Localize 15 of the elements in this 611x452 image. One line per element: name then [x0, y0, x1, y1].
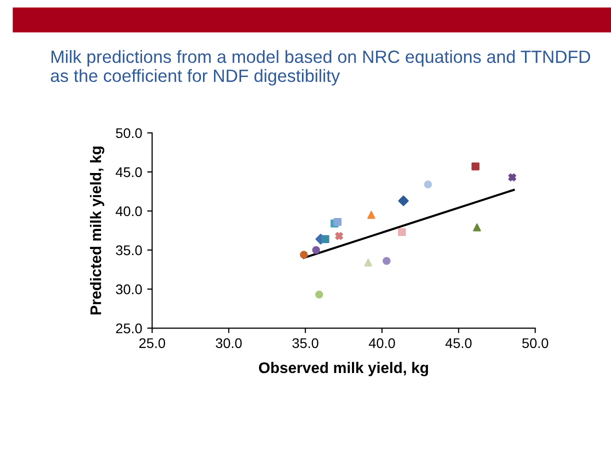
- x-axis-title: Observed milk yield, kg: [258, 362, 428, 376]
- x-tick-label: 30.0: [216, 338, 242, 348]
- y-tick-label: 35.0: [116, 245, 142, 256]
- y-tick-label: 25.0: [116, 323, 142, 334]
- chart-title: Milk predictions from a model based on NRC equations and TTNDFD as the coefficient for NDF digestibility: [50, 50, 590, 86]
- y-tick-label: 50.0: [116, 128, 142, 138]
- x-tick-label: 45.0: [445, 338, 472, 348]
- y-tick-label: 30.0: [116, 284, 142, 294]
- y-axis-title: Predicted milk yield, kg: [90, 146, 104, 314]
- x-tick-label: 50.0: [522, 338, 548, 348]
- x-tick-label: 35.0: [292, 338, 318, 348]
- y-tick-label: 40.0: [116, 206, 142, 216]
- x-tick-label: 25.0: [139, 338, 166, 348]
- y-tick-label: 45.0: [116, 167, 142, 178]
- x-tick-label: 40.0: [368, 338, 395, 348]
